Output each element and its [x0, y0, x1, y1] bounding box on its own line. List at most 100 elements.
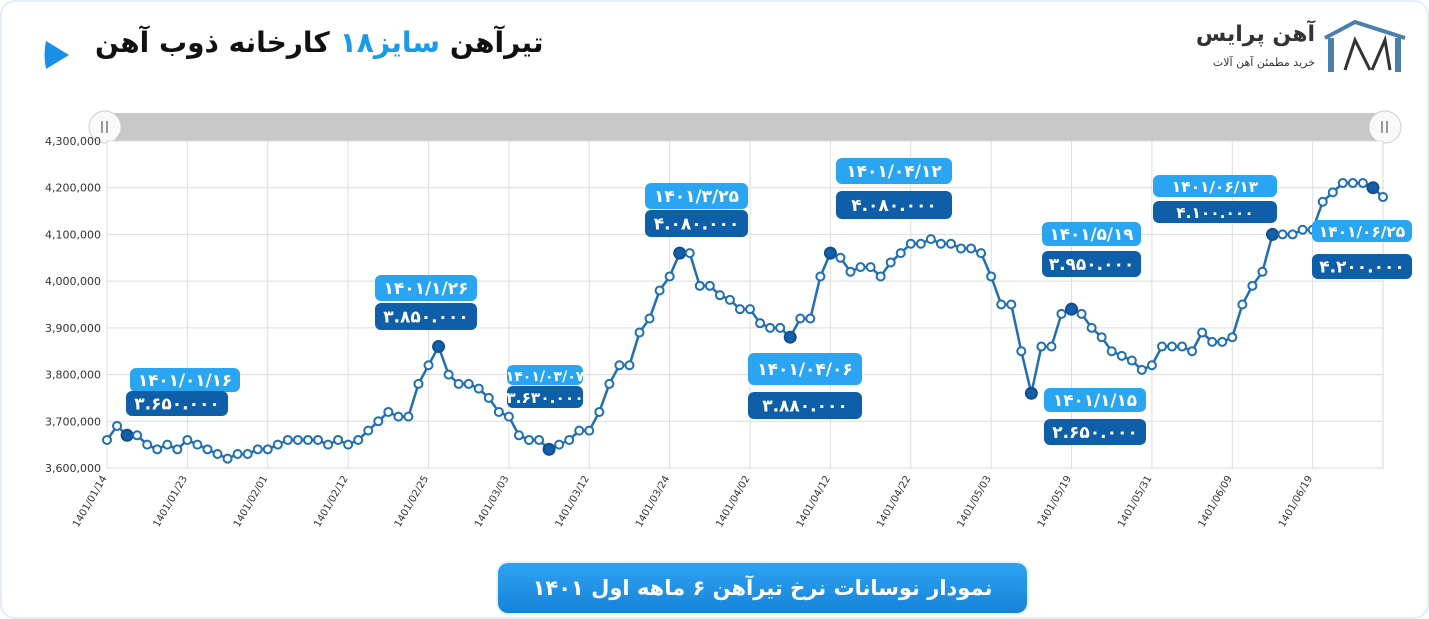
- point: [473, 383, 484, 394]
- point: [1156, 341, 1167, 352]
- annotation-date-box: [1042, 222, 1141, 246]
- x-tick-label: 1401/06/09: [1197, 474, 1235, 529]
- point: [815, 271, 826, 282]
- scroll-handle[interactable]: [88, 110, 122, 144]
- point: [996, 299, 1007, 310]
- x-tick-label: 1401/04/22: [875, 474, 913, 529]
- annotation-price-box: [1044, 419, 1146, 445]
- annotation-price: ۴.۰۸۰.۰۰۰: [851, 196, 937, 216]
- point: [1106, 346, 1117, 357]
- annotation-date-box: [1312, 220, 1412, 242]
- point: [112, 420, 123, 431]
- point: [976, 248, 987, 259]
- point: [694, 280, 705, 291]
- point: [664, 271, 675, 282]
- point: [895, 248, 906, 259]
- point: [584, 425, 595, 436]
- annotation-date: ۱۴۰۱/۰۳/۰۷: [506, 369, 585, 385]
- point: [1046, 341, 1057, 352]
- scroll-handle[interactable]: [1368, 110, 1402, 144]
- annotation-date: ۱۴۰۱/۰۶/۲۵: [1319, 223, 1405, 241]
- annotation-price-box: [1312, 254, 1412, 279]
- point: [1277, 229, 1288, 240]
- annotation-date-box: [375, 275, 477, 301]
- point: [714, 290, 725, 301]
- point: [734, 304, 745, 315]
- x-tick-label: 1401/03/03: [473, 474, 511, 529]
- y-tick-label: 3,900,000: [45, 322, 101, 335]
- annotation-date: ۱۴۰۱/۰۴/۱۲: [846, 162, 942, 182]
- annotation-date: ۱۴۰۱/۰۶/۱۳: [1172, 178, 1259, 196]
- title-part: سایز۱۸: [339, 26, 440, 59]
- annotation-price-box: [836, 191, 952, 219]
- point: [1006, 299, 1017, 310]
- point: [594, 406, 605, 417]
- point: [574, 425, 585, 436]
- annotation-date-box: [645, 183, 748, 209]
- point: [383, 406, 394, 417]
- point: [463, 378, 474, 389]
- point: [604, 378, 615, 389]
- point: [1257, 266, 1268, 277]
- annotation-price: ۴.۰۸۰.۰۰۰: [654, 215, 740, 235]
- point: [704, 280, 715, 291]
- highlight-point: [432, 340, 446, 354]
- y-tick-label: 3,800,000: [45, 369, 101, 382]
- point: [1317, 196, 1328, 207]
- point: [192, 439, 203, 450]
- point: [1378, 192, 1388, 203]
- point: [272, 439, 283, 450]
- point: [1056, 308, 1067, 319]
- scrollbar[interactable]: [103, 113, 1386, 141]
- highlight-point: [1024, 386, 1038, 400]
- point: [624, 360, 635, 371]
- point: [805, 313, 816, 324]
- annotation-date: ۱۴۰۱/۵/۱۹: [1050, 224, 1134, 244]
- point: [755, 318, 766, 329]
- point: [152, 444, 163, 455]
- point: [765, 322, 776, 333]
- annotation-price: ۳.۶۳۰.۰۰۰: [506, 389, 583, 407]
- point: [956, 243, 967, 254]
- point: [966, 243, 977, 254]
- x-tick-label: 1401/01/23: [152, 474, 190, 529]
- x-tick-label: 1401/02/01: [232, 474, 270, 529]
- point: [1136, 364, 1147, 375]
- annotation-date-box: [748, 353, 862, 385]
- annotation-price-box: [375, 303, 477, 330]
- annotation-date: ۱۴۰۱/۱/۱۵: [1053, 390, 1137, 410]
- x-tick-label: 1401/06/19: [1277, 474, 1315, 529]
- point: [1197, 327, 1208, 338]
- annotation-price: ۳.۸۵۰.۰۰۰: [383, 308, 469, 328]
- annotation-price-box: [1042, 251, 1141, 277]
- highlight-point: [673, 246, 687, 260]
- point: [503, 411, 514, 422]
- point: [262, 444, 273, 455]
- point: [1076, 308, 1087, 319]
- point: [775, 322, 786, 333]
- y-tick-label: 3,700,000: [45, 415, 101, 428]
- point: [1177, 341, 1188, 352]
- point: [102, 434, 112, 445]
- point: [333, 434, 344, 445]
- caption: نمودار نوسانات نرخ تیرآهن ۶ ماهه اول ۱۴۰…: [498, 563, 1027, 613]
- point: [483, 392, 494, 403]
- point: [353, 434, 364, 445]
- annotation-price: ۳.۶۵۰.۰۰۰: [134, 395, 220, 415]
- title-part: کارخانه ذوب آهن: [95, 26, 330, 59]
- point: [684, 248, 695, 259]
- x-tick-label: 1401/04/02: [714, 474, 752, 529]
- x-tick-label: 1401/05/03: [955, 474, 993, 529]
- point: [915, 238, 926, 249]
- point: [855, 262, 866, 273]
- point: [1036, 341, 1047, 352]
- y-tick-label: 4,300,000: [45, 135, 101, 148]
- x-tick-label: 1401/03/24: [634, 474, 672, 529]
- annotation-date-box: [507, 365, 583, 385]
- point: [413, 378, 424, 389]
- annotation-price: ۳.۹۵۰.۰۰۰: [1049, 255, 1135, 275]
- point: [925, 234, 936, 245]
- point: [232, 448, 243, 459]
- point: [1146, 360, 1157, 371]
